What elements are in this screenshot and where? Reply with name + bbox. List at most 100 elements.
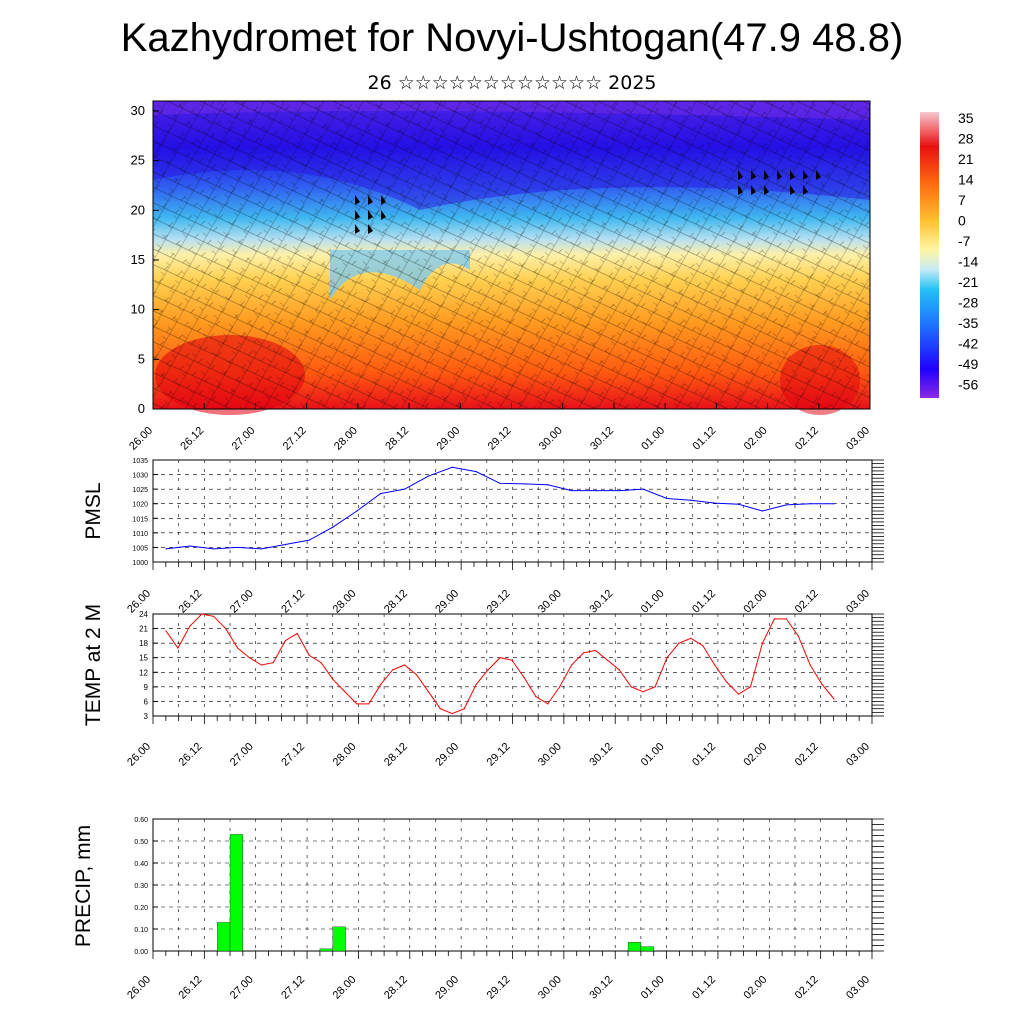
pmsl-point <box>666 497 668 500</box>
precip-bar <box>229 834 244 952</box>
wind-flag <box>355 210 360 220</box>
colorbar-label: -56 <box>958 377 978 393</box>
temp-point <box>248 657 251 659</box>
temp-point <box>272 661 274 664</box>
heatmap-x-tick-label: 26.12 <box>178 425 206 453</box>
precip-y-tick-label: 0.10 <box>134 927 148 934</box>
temp-x-tick-label: 28.00 <box>331 741 359 769</box>
precip-bar <box>217 922 231 952</box>
temp-point <box>296 632 298 635</box>
heatmap-x-tick-label: 30.12 <box>588 425 616 453</box>
precip-x-tick-label: 30.12 <box>587 974 615 1002</box>
colorbar-label: -49 <box>958 356 978 372</box>
precip-bar <box>319 948 333 952</box>
temp-y-tick-label: 3 <box>144 712 149 721</box>
pmsl-x-tick-label: 26.12 <box>177 588 205 616</box>
pmsl-y-tick-label: 1005 <box>132 545 148 552</box>
temp-point <box>702 644 704 647</box>
colorbar-label: 14 <box>958 172 974 188</box>
pmsl-y-tick-label: 1025 <box>132 487 148 494</box>
temp-x-tick-label: 26.12 <box>177 741 205 769</box>
temp-point <box>165 630 167 632</box>
temp-point <box>487 669 489 671</box>
temp-point <box>499 657 501 659</box>
temp-point <box>403 664 406 666</box>
colorbar-label: -21 <box>958 274 978 290</box>
pmsl-x-tick-label: 27.00 <box>228 588 256 616</box>
precip-y-axis-title: PRECIP, mm <box>72 825 95 947</box>
pmsl-y-tick-label: 1015 <box>132 516 148 523</box>
temp-y-tick-label: 21 <box>139 625 148 634</box>
temp-y-axis-title: TEMP at 2 M <box>82 604 105 726</box>
pmsl-point <box>451 466 453 468</box>
heatmap-x-tick-label: 28.12 <box>383 425 411 453</box>
pmsl-point <box>284 543 286 546</box>
colorbar: 35 28 21 14 7 0 -7 -14 -21 -28 -35 -42 -49 -56 <box>920 110 978 398</box>
precip-y-tick-label: 0.60 <box>134 817 148 824</box>
temp-x-tick-label: 29.12 <box>485 741 513 769</box>
heatmap-x-tick-label: 02.12 <box>793 425 821 453</box>
temp-point <box>773 618 775 620</box>
colorbar-label: 0 <box>958 213 966 229</box>
temp-point <box>320 661 322 664</box>
heatmap-x-tick-label: 29.12 <box>486 425 514 453</box>
temp-point <box>654 686 656 688</box>
temp-point <box>833 698 835 700</box>
pmsl-point <box>380 492 382 495</box>
pmsl-x-tick-label: 01.00 <box>639 588 667 616</box>
temp-x-tick-label: 27.12 <box>279 741 307 769</box>
precip-x-tick-label: 02.12 <box>793 974 821 1002</box>
precip-y-tick-label: 0.30 <box>134 883 148 890</box>
pmsl-point <box>594 490 597 492</box>
pmsl-y-tick-label: 1035 <box>132 458 148 465</box>
wind-flag <box>738 170 743 180</box>
temp-x-tick-label: 30.00 <box>536 741 564 769</box>
temp-point <box>523 676 525 678</box>
temp-y-tick-label: 12 <box>139 668 148 677</box>
pmsl-point <box>499 482 501 484</box>
y-tick-label: 30 <box>131 103 145 118</box>
temp-point <box>594 649 597 652</box>
temp-point <box>260 664 263 666</box>
precip-x-tick-label: 26.12 <box>177 974 205 1002</box>
pmsl-point <box>690 499 692 501</box>
pmsl-point <box>356 510 358 512</box>
precip-panel: 0.00 0.10 0.20 0.30 0.40 0.50 0.60 26.00 26.12 27… <box>72 817 884 1002</box>
temp-x-tick-label: 29.00 <box>433 741 461 769</box>
temp-x-tick-label: 01.00 <box>639 741 667 769</box>
wind-flag <box>751 185 756 195</box>
pmsl-x-tick-label: 27.12 <box>279 588 307 616</box>
pmsl-x-tick-label: 02.12 <box>793 588 821 616</box>
wind-flag <box>790 170 795 180</box>
temp-point <box>535 695 537 698</box>
temp-point <box>547 703 549 705</box>
heatmap-x-tick-label: 01.12 <box>691 425 719 453</box>
pmsl-point <box>475 471 477 473</box>
pmsl-x-tick-label: 29.12 <box>485 588 513 616</box>
pmsl-point <box>427 475 430 477</box>
wind-flag <box>368 195 373 205</box>
temp-point <box>797 635 799 637</box>
pmsl-y-axis-title: PMSL <box>82 482 105 539</box>
precip-y-tick-label: 0.40 <box>134 861 148 868</box>
precip-x-tick-label: 01.00 <box>639 974 667 1002</box>
pmsl-point <box>737 503 740 505</box>
pmsl-point <box>570 490 573 492</box>
temp-point <box>666 657 668 659</box>
pmsl-point <box>189 545 191 547</box>
chart-title: Kazhydromet for Novyi-Ushtogan(47.9 48.8… <box>120 16 904 60</box>
precip-bar <box>640 946 654 952</box>
heatmap-x-tick-label: 27.00 <box>230 425 258 453</box>
temp-point <box>344 691 346 693</box>
temp-y-tick-label: 15 <box>139 654 148 663</box>
y-tick-label: 25 <box>131 153 145 168</box>
wind-flag <box>355 224 360 234</box>
heatmap-x-tick-label: 03.00 <box>844 425 872 453</box>
pmsl-point <box>642 488 644 490</box>
temp-y-tick-label: 9 <box>144 683 149 692</box>
heatmap-x-tick-label: 30.00 <box>537 425 565 453</box>
heatmap-x-tick-label: 28.00 <box>332 425 360 453</box>
